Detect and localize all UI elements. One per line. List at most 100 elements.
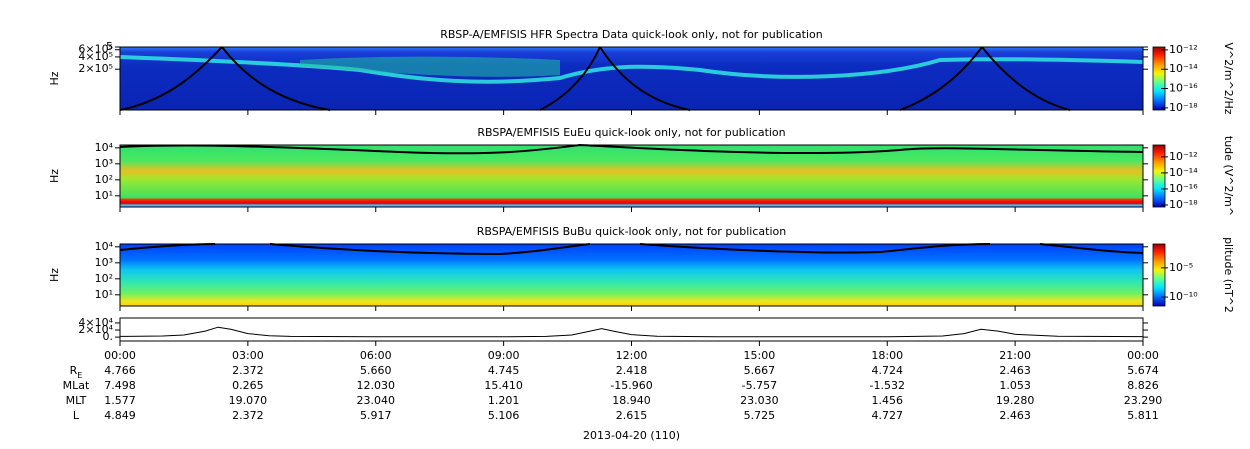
y-tick-label: 4×10⁵ — [78, 50, 113, 63]
y-tick-label: 10¹ — [95, 288, 113, 301]
ephemeris-value: 1.456 — [872, 394, 904, 407]
colorbar-tick-label: 10⁻¹⁸ — [1169, 101, 1198, 114]
y-axis-label: Hz — [48, 268, 61, 282]
ephemeris-value: 12.030 — [357, 379, 396, 392]
ephemeris-value: 5.917 — [360, 409, 392, 422]
colorbar-label: plitude (nT^2 — [1222, 237, 1235, 313]
y-tick-label: 5 — [106, 40, 113, 53]
panel-title: RBSP-A/EMFISIS HFR Spectra Data quick-lo… — [440, 28, 823, 41]
ephemeris-value: -15.960 — [610, 379, 652, 392]
y-tick-label: 2×10⁴ — [78, 323, 113, 336]
colorbar-label: tude (V^2/m^ — [1222, 136, 1235, 216]
colorbar-tick-label: 10⁻¹⁴ — [1169, 166, 1198, 179]
ephemeris-value: 4.849 — [104, 409, 136, 422]
colorbar-tick-label: 10⁻¹² — [1169, 43, 1198, 56]
ephemeris-value: 1.053 — [999, 379, 1031, 392]
ephemeris-value: 2.372 — [232, 409, 264, 422]
panel-title: RBSPA/EMFISIS BuBu quick-look only, not … — [477, 225, 787, 238]
ephemeris-value: 2.463 — [999, 409, 1031, 422]
x-tick-label: 00:00 — [1127, 349, 1159, 362]
ephemeris-row-label-main: R — [70, 364, 78, 377]
ephemeris-row-label-sub: E — [77, 371, 82, 380]
spectrogram-fill — [120, 145, 1143, 207]
ephemeris-row-label: L — [73, 409, 80, 422]
ephemeris-value: 19.280 — [996, 394, 1035, 407]
ephemeris-value: 5.106 — [488, 409, 520, 422]
colorbar — [1152, 243, 1166, 307]
ephemeris-value: 8.826 — [1127, 379, 1159, 392]
colorbar — [1152, 46, 1166, 111]
x-tick-label: 06:00 — [360, 349, 392, 362]
colorbar-tick-label: 10⁻⁵ — [1169, 261, 1193, 274]
ephemeris-row-label-main: L — [73, 409, 80, 422]
ephemeris-value: 18.940 — [612, 394, 651, 407]
ephemeris-value: 15.410 — [484, 379, 523, 392]
y-tick-label: 10⁴ — [95, 141, 114, 154]
ephemeris-value: 4.727 — [872, 409, 904, 422]
ephemeris-value: 5.674 — [1127, 364, 1159, 377]
colorbar-tick-label: 10⁻¹² — [1169, 150, 1198, 163]
x-tick-label: 15:00 — [744, 349, 776, 362]
panel-frame — [119, 317, 1144, 342]
ephemeris-value: 2.615 — [616, 409, 648, 422]
colorbar-tick-label: 10⁻¹⁰ — [1169, 290, 1198, 303]
y-tick-label: 10¹ — [95, 189, 113, 202]
x-tick-label: 00:00 — [104, 349, 136, 362]
ephemeris-row-label: RE — [70, 364, 83, 380]
data-line — [119, 326, 1144, 338]
colorbar-tick-label: 10⁻¹⁸ — [1169, 198, 1198, 211]
ephemeris-value: 23.040 — [357, 394, 396, 407]
y-tick-label: 4×10⁴ — [78, 316, 113, 329]
ephemeris-value: -5.757 — [742, 379, 777, 392]
y-axis-label: Hz — [48, 71, 61, 85]
emission-patch — [300, 56, 560, 77]
spectrogram-fill — [120, 244, 1143, 306]
ephemeris-value: 1.577 — [104, 394, 136, 407]
ephemeris-value: -1.532 — [870, 379, 905, 392]
ephemeris-row-label: MLat — [63, 379, 90, 392]
cyclotron-curve — [119, 46, 1071, 111]
date-label: 2013-04-20 (110) — [583, 429, 680, 442]
ephemeris-value: 23.030 — [740, 394, 779, 407]
ephemeris-value: 7.498 — [104, 379, 136, 392]
y-tick-label: 10² — [95, 272, 113, 285]
ephemeris-value: 0.265 — [232, 379, 264, 392]
colorbar-label: V^2/m^2/Hz — [1222, 42, 1235, 114]
spectrogram-image — [119, 46, 1144, 306]
x-tick-label: 12:00 — [616, 349, 648, 362]
ephemeris-row-label-main: MLat — [63, 379, 90, 392]
panel-title: RBSPA/EMFISIS EuEu quick-look only, not … — [477, 126, 785, 139]
y-tick-label: 6×10⁵ — [78, 43, 113, 56]
ephemeris-value: 1.201 — [488, 394, 520, 407]
y-tick-label: 0. — [103, 330, 114, 343]
x-tick-label: 03:00 — [232, 349, 264, 362]
ephemeris-value: 19.070 — [229, 394, 268, 407]
x-tick-label: 21:00 — [999, 349, 1031, 362]
cyclotron-curve — [119, 243, 1144, 256]
x-tick-label: 18:00 — [871, 349, 903, 362]
x-tick-label: 09:00 — [488, 349, 520, 362]
y-tick-label: 10² — [95, 173, 113, 186]
colorbar-tick-label: 10⁻¹⁴ — [1169, 62, 1198, 75]
colorbar-tick-label: 10⁻¹⁶ — [1169, 82, 1198, 95]
ephemeris-row-label: MLT — [66, 394, 87, 407]
y-tick-label: 2×10⁵ — [78, 62, 113, 75]
y-tick-label: 10⁴ — [95, 240, 114, 253]
ephemeris-value: 5.660 — [360, 364, 392, 377]
ephemeris-row-label-main: MLT — [66, 394, 87, 407]
ephemeris-value: 5.667 — [744, 364, 776, 377]
ephemeris-value: 23.290 — [1124, 394, 1163, 407]
colorbar-tick-label: 10⁻¹⁶ — [1169, 182, 1198, 195]
ephemeris-value: 4.724 — [872, 364, 904, 377]
ephemeris-value: 2.372 — [232, 364, 264, 377]
ephemeris-value: 5.811 — [1127, 409, 1159, 422]
ephemeris-value: 4.766 — [104, 364, 136, 377]
colorbar — [1152, 144, 1166, 208]
ephemeris-value: 5.725 — [744, 409, 776, 422]
y-axis-label: Hz — [48, 169, 61, 183]
y-tick-label: 10³ — [95, 256, 113, 269]
ephemeris-value: 2.418 — [616, 364, 648, 377]
ephemeris-value: 2.463 — [999, 364, 1031, 377]
y-tick-label: 10³ — [95, 157, 113, 170]
